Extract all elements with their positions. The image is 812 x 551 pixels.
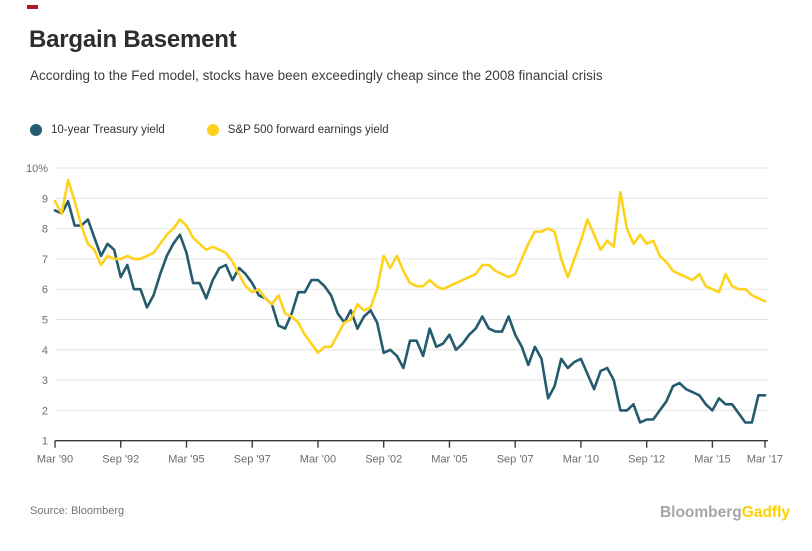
x-axis-label: Mar '95 xyxy=(168,454,204,466)
x-axis-label: Mar '15 xyxy=(694,454,730,466)
chart-subtitle: According to the Fed model, stocks have … xyxy=(30,68,603,83)
legend-label-earnings-yield: S&P 500 forward earnings yield xyxy=(227,124,389,136)
bloomberg-gadfly-logo: BloombergGadfly xyxy=(660,504,790,522)
legend-item-treasury: 10-year Treasury yield xyxy=(30,124,165,136)
brand-dash xyxy=(27,5,38,9)
y-axis-label: 2 xyxy=(42,405,48,417)
y-axis-label: 4 xyxy=(42,345,48,357)
line-chart: Mar '90 Sep '92 Mar '95 Sep '97 Mar '00 Sep '… xyxy=(0,150,812,485)
page-title: Bargain Basement xyxy=(29,26,237,53)
source-note: Source: Bloomberg xyxy=(30,505,125,517)
x-axis-label: Mar '17 xyxy=(747,454,783,466)
chart-canvas: Mar '90 Sep '92 Mar '95 Sep '97 Mar '00 Sep '… xyxy=(26,163,783,466)
legend-label-treasury: 10-year Treasury yield xyxy=(51,124,165,136)
earnings-yield-series-dot-icon xyxy=(206,124,219,136)
y-axis-label: 7 xyxy=(42,254,48,266)
y-axis-label: 3 xyxy=(42,375,48,387)
x-axis-label: Mar '90 xyxy=(37,454,73,466)
x-axis-label: Sep '07 xyxy=(497,454,534,466)
y-axis-label: 9 xyxy=(42,193,48,205)
earnings-yield-line xyxy=(53,178,767,355)
x-axis-label: Mar '10 xyxy=(563,454,599,466)
y-axis-label: 1 xyxy=(42,436,48,448)
logo-bloomberg-text: Bloomberg xyxy=(659,504,742,521)
y-axis-label: 10% xyxy=(26,163,48,175)
x-axis-label: Sep '02 xyxy=(365,454,402,466)
y-axis-label: 6 xyxy=(42,284,48,296)
treasury-series-dot-icon xyxy=(30,124,42,136)
chart-legend: 10-year Treasury yield S&P 500 forward e… xyxy=(30,124,389,136)
logo-gadfly-text: Gadfly xyxy=(741,504,790,521)
x-axis-label: Sep '92 xyxy=(102,454,139,466)
y-axis-label: 8 xyxy=(42,224,48,236)
x-axis-label: Sep '12 xyxy=(628,454,665,466)
y-axis-label: 5 xyxy=(42,315,48,327)
x-axis-label: Sep '97 xyxy=(234,454,271,466)
x-axis-label: Mar '00 xyxy=(300,454,336,466)
legend-item-earnings-yield: S&P 500 forward earnings yield xyxy=(206,124,389,136)
x-axis-label: Mar '05 xyxy=(431,454,467,466)
treasury-yield-line xyxy=(53,199,767,424)
